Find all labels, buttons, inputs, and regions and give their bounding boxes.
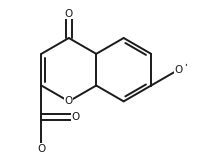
Text: O: O [64,96,73,106]
Text: O: O [72,112,80,122]
Text: O: O [174,65,182,75]
Text: O: O [64,9,73,19]
Text: O: O [37,144,45,153]
